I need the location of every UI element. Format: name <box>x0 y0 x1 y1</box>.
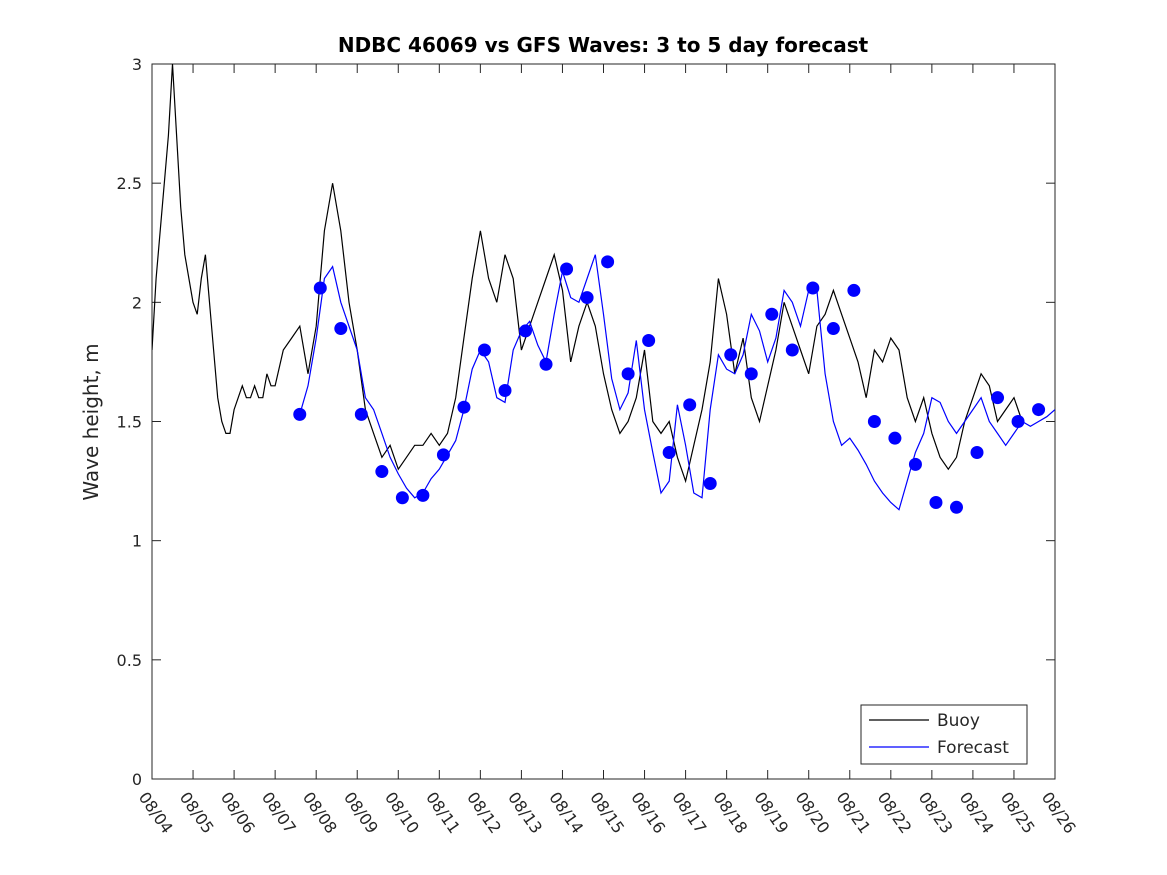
y-tick-label: 0 <box>132 770 142 789</box>
y-tick-label: 2 <box>132 293 142 312</box>
x-tick-label: 08/19 <box>750 788 792 837</box>
x-tick-label: 08/22 <box>874 788 916 837</box>
y-tick-label: 0.5 <box>117 651 142 670</box>
forecast-marker <box>826 322 840 336</box>
forecast-marker <box>580 291 594 305</box>
forecast-marker <box>991 391 1005 405</box>
x-tick-label: 08/07 <box>258 788 300 837</box>
forecast-marker <box>683 398 697 412</box>
forecast-marker <box>929 496 943 510</box>
x-tick-label: 08/23 <box>915 788 957 837</box>
legend: Buoy Forecast <box>860 704 1028 765</box>
forecast-marker <box>601 255 615 269</box>
buoy-series-line <box>152 64 1023 484</box>
x-tick-label: 08/04 <box>135 788 177 837</box>
forecast-marker <box>416 488 430 502</box>
x-tick-label: 08/14 <box>545 788 587 837</box>
forecast-marker <box>970 445 984 459</box>
forecast-marker <box>724 348 738 362</box>
y-axis-label: Wave height, m <box>79 343 103 500</box>
forecast-marker <box>477 343 491 357</box>
x-tick-label: 08/13 <box>504 788 546 837</box>
forecast-marker <box>847 283 861 297</box>
x-tick-label: 08/15 <box>586 788 628 837</box>
y-tick-label: 3 <box>132 55 142 74</box>
y-ticks: 0 0.5 1 1.5 2 2.5 3 <box>117 55 1055 789</box>
forecast-marker <box>642 333 656 347</box>
forecast-marker <box>395 491 409 505</box>
forecast-marker <box>313 281 327 295</box>
x-tick-label: 08/24 <box>956 788 998 837</box>
forecast-marker <box>765 307 779 321</box>
forecast-marker <box>457 400 471 414</box>
forecast-marker <box>744 367 758 381</box>
x-tick-label: 08/11 <box>422 788 464 837</box>
forecast-marker <box>334 322 348 336</box>
forecast-marker <box>662 445 676 459</box>
x-tick-label: 08/20 <box>791 788 833 837</box>
forecast-marker <box>703 476 717 490</box>
forecast-marker <box>1011 415 1025 428</box>
legend-forecast-label: Forecast <box>937 738 1009 758</box>
x-tick-label: 08/21 <box>832 788 874 837</box>
legend-box <box>860 704 1028 765</box>
x-tick-label: 08/18 <box>709 788 751 837</box>
forecast-marker <box>498 384 512 398</box>
forecast-marker <box>785 343 799 357</box>
x-tick-label: 08/09 <box>340 788 382 837</box>
x-tick-label: 08/25 <box>997 788 1039 837</box>
y-tick-label: 2.5 <box>117 174 142 193</box>
forecast-marker <box>621 367 635 381</box>
forecast-marker <box>908 457 922 471</box>
plot-area <box>151 63 1056 780</box>
x-tick-label: 08/10 <box>381 788 423 837</box>
x-tick-label: 08/16 <box>627 788 669 837</box>
y-tick-label: 1.5 <box>117 413 142 432</box>
forecast-markers <box>293 255 1046 514</box>
forecast-marker <box>436 448 450 462</box>
x-tick-label: 08/17 <box>668 788 710 837</box>
forecast-marker <box>806 281 820 295</box>
x-tick-label: 08/05 <box>176 788 218 837</box>
y-tick-label: 1 <box>132 532 142 551</box>
forecast-marker <box>375 465 389 479</box>
forecast-marker <box>519 324 533 338</box>
forecast-marker <box>888 431 902 445</box>
x-tick-label: 08/08 <box>299 788 341 837</box>
x-tick-label: 08/06 <box>217 788 259 837</box>
forecast-marker <box>949 500 963 514</box>
forecast-marker <box>560 262 574 276</box>
plot-content <box>152 64 1055 514</box>
forecast-marker <box>293 407 307 421</box>
forecast-series-line <box>299 254 1055 511</box>
x-tick-label: 08/12 <box>463 788 505 837</box>
legend-buoy-label: Buoy <box>937 711 980 731</box>
forecast-marker <box>867 415 881 428</box>
forecast-marker <box>1032 403 1046 417</box>
chart-title: NDBC 46069 vs GFS Waves: 3 to 5 day fore… <box>338 33 869 57</box>
forecast-marker <box>539 357 553 371</box>
x-tick-label: 08/26 <box>1038 788 1080 837</box>
forecast-marker <box>354 407 368 421</box>
